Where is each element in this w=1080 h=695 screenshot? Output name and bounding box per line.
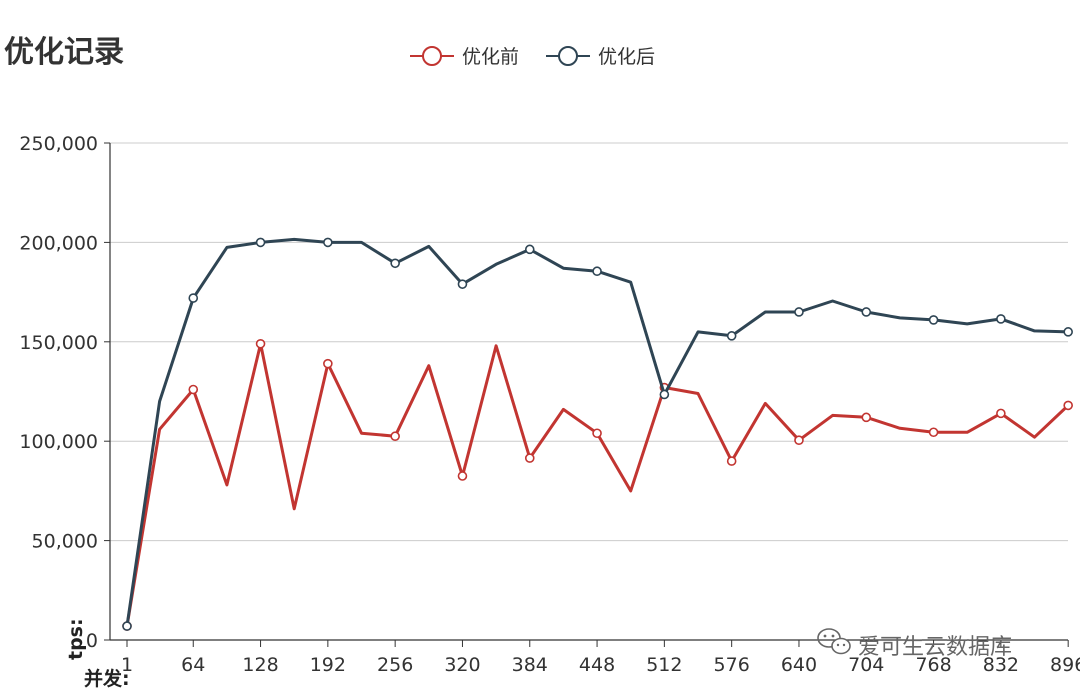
data-point [996, 408, 1006, 419]
x-axis-label: 并发: [84, 667, 130, 690]
wechat-icon [817, 628, 851, 655]
data-point [390, 431, 400, 442]
x-tick-label: 128 [242, 654, 278, 676]
data-point [122, 621, 132, 631]
x-tick-label: 512 [646, 654, 682, 676]
data-point [323, 237, 333, 248]
y-axis-ticks: 0 50,000 100,000 150,000 200,000 250,000 [19, 133, 111, 652]
data-point [592, 428, 602, 439]
data-point [1063, 400, 1073, 411]
data-point [1063, 327, 1073, 337]
legend-marker [558, 46, 578, 66]
y-tick-label: 50,000 [32, 531, 98, 553]
x-tick-label: 768 [915, 654, 951, 676]
data-point [390, 258, 400, 269]
data-point [928, 315, 939, 325]
data-point [794, 435, 804, 446]
x-tick-label: 704 [848, 654, 884, 676]
x-tick-label: 576 [714, 654, 750, 676]
data-point [592, 266, 602, 277]
data-point [323, 358, 333, 369]
x-tick-label: 64 [181, 654, 205, 676]
x-axis: 1 64 128 192 256 320 384 448 512 576 640 704 768 832 8… [110, 639, 1080, 676]
data-point [726, 331, 737, 341]
y-tick-label: 0 [86, 630, 98, 652]
y-tick-label: 250,000 [19, 133, 98, 155]
x-tick-label: 1 [121, 654, 133, 676]
y-tick-label: 150,000 [19, 332, 98, 354]
legend-marker [422, 46, 442, 66]
y-axis-label: tps: [65, 618, 87, 660]
x-tick-label: 832 [983, 654, 1019, 676]
data-point [861, 307, 872, 317]
legend-label: 优化后 [598, 46, 655, 68]
data-point [996, 314, 1006, 324]
y-tick-label: 200,000 [19, 232, 98, 254]
watermark: 爱可生云数据库 [817, 628, 1012, 660]
series-lines [122, 237, 1073, 631]
legend: 优化前 优化后 [410, 46, 655, 68]
grid-lines [110, 142, 1068, 542]
data-point [726, 456, 737, 466]
data-point [457, 279, 468, 289]
x-tick-label: 384 [512, 654, 548, 676]
y-tick-label: 100,000 [19, 431, 98, 453]
x-tick-label: 896 [1050, 654, 1080, 676]
data-point [524, 244, 535, 255]
data-point [524, 453, 535, 463]
data-point [794, 307, 804, 317]
data-point [659, 389, 670, 400]
x-tick-label: 640 [781, 654, 817, 676]
data-point [861, 412, 872, 423]
series-line-1 [125, 342, 1070, 627]
x-tick-label: 320 [444, 654, 480, 676]
data-point [457, 471, 468, 481]
legend-label: 优化前 [462, 46, 519, 68]
watermark-text: 爱可生云数据库 [858, 635, 1012, 660]
data-point [255, 237, 266, 248]
x-tick-label: 448 [579, 654, 615, 676]
chart-title: 优化记录 [4, 35, 124, 70]
data-point [928, 427, 939, 438]
legend-item[interactable]: 优化后 [546, 46, 655, 68]
legend-item[interactable]: 优化前 [410, 46, 519, 68]
data-point [188, 384, 199, 395]
data-point [255, 338, 266, 349]
x-tick-label: 192 [310, 654, 346, 676]
x-tick-label: 256 [377, 654, 413, 676]
data-point [188, 293, 199, 303]
